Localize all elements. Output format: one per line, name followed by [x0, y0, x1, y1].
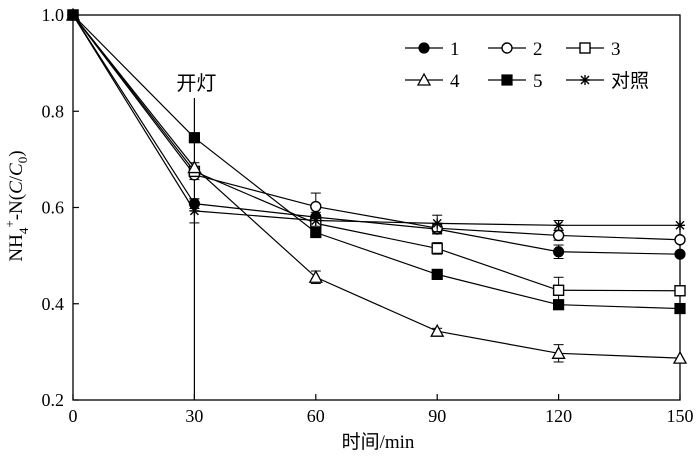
y-tick-label: 0.2 — [42, 390, 65, 410]
data-point — [674, 285, 686, 297]
series-line — [72, 14, 681, 292]
x-tick-label: 60 — [307, 406, 325, 426]
series-line — [72, 14, 681, 359]
legend: 1 2 3 4 5 对照 — [405, 39, 649, 92]
data-point — [187, 160, 202, 174]
y-tick-label: 1.0 — [42, 5, 65, 25]
data-point — [310, 226, 322, 239]
legend-label: 3 — [611, 39, 621, 60]
legend-label: 1 — [450, 39, 460, 60]
data-point — [674, 302, 686, 315]
data-point — [553, 220, 564, 231]
x-axis-title: 时间/min — [342, 431, 415, 453]
series-5 — [67, 9, 686, 315]
x-tick-label: 90 — [428, 406, 446, 426]
series-4 — [65, 7, 688, 364]
legend-item-2: 2 — [488, 39, 543, 60]
y-tick-label: 0.6 — [42, 198, 65, 218]
legend-item-3: 3 — [566, 39, 621, 60]
series-line — [72, 14, 681, 310]
legend-marker — [501, 42, 513, 54]
data-point — [310, 215, 321, 226]
series-line — [72, 14, 681, 255]
legend-label: 对照 — [611, 70, 649, 92]
data-point — [189, 205, 200, 216]
x-tick-label: 30 — [185, 406, 203, 426]
star-stroke — [68, 10, 78, 20]
series-group — [65, 7, 688, 364]
legend-item-4: 4 — [405, 71, 460, 92]
legend-marker — [580, 75, 590, 85]
data-point — [552, 246, 565, 258]
legend-marker — [418, 42, 430, 54]
data-point — [552, 284, 565, 296]
data-point — [68, 10, 78, 20]
y-axis-title: NH4+-N(C/C0) — [2, 150, 31, 261]
legend-item-5: 5 — [488, 71, 543, 92]
data-point — [308, 269, 323, 283]
legend-marker — [416, 72, 432, 86]
x-axis: 0 30 60 90 120 150 — [69, 394, 694, 426]
data-point — [430, 323, 445, 337]
star-stroke — [675, 220, 685, 230]
y-axis: 0.2 0.4 0.6 0.8 1.0 — [42, 5, 79, 410]
data-point — [552, 229, 565, 242]
x-tick-label: 150 — [667, 406, 694, 426]
legend-label: 4 — [450, 71, 460, 92]
data-point — [431, 242, 443, 255]
star-stroke — [189, 206, 199, 216]
star-stroke — [311, 215, 321, 225]
annotation: 开灯 — [176, 72, 216, 400]
x-tick-label: 0 — [69, 406, 78, 426]
data-point — [672, 350, 688, 364]
data-point — [551, 345, 566, 359]
legend-marker — [501, 74, 513, 86]
plot-frame — [72, 14, 681, 401]
legend-label: 2 — [533, 39, 543, 60]
series-6 — [68, 10, 685, 233]
data-point — [674, 248, 686, 260]
legend-label: 5 — [533, 71, 543, 92]
data-point — [674, 234, 686, 246]
data-point — [310, 200, 322, 213]
legend-item-6: 对照 — [566, 70, 649, 92]
legend-marker — [579, 42, 591, 54]
data-point — [552, 299, 565, 311]
x-tick-label: 120 — [545, 406, 572, 426]
y-tick-label: 0.8 — [42, 101, 65, 121]
star-stroke — [554, 220, 564, 230]
annotation-label: 开灯 — [176, 72, 216, 95]
star-stroke — [432, 218, 442, 228]
data-point — [431, 268, 443, 280]
plot-area — [72, 14, 681, 401]
y-tick-label: 0.4 — [42, 294, 65, 314]
series-line — [72, 14, 681, 241]
legend-item-1: 1 — [405, 39, 460, 60]
series-line — [72, 14, 680, 226]
star-stroke — [580, 75, 590, 85]
data-point — [675, 220, 685, 231]
data-point — [432, 218, 443, 229]
data-point — [188, 132, 200, 144]
